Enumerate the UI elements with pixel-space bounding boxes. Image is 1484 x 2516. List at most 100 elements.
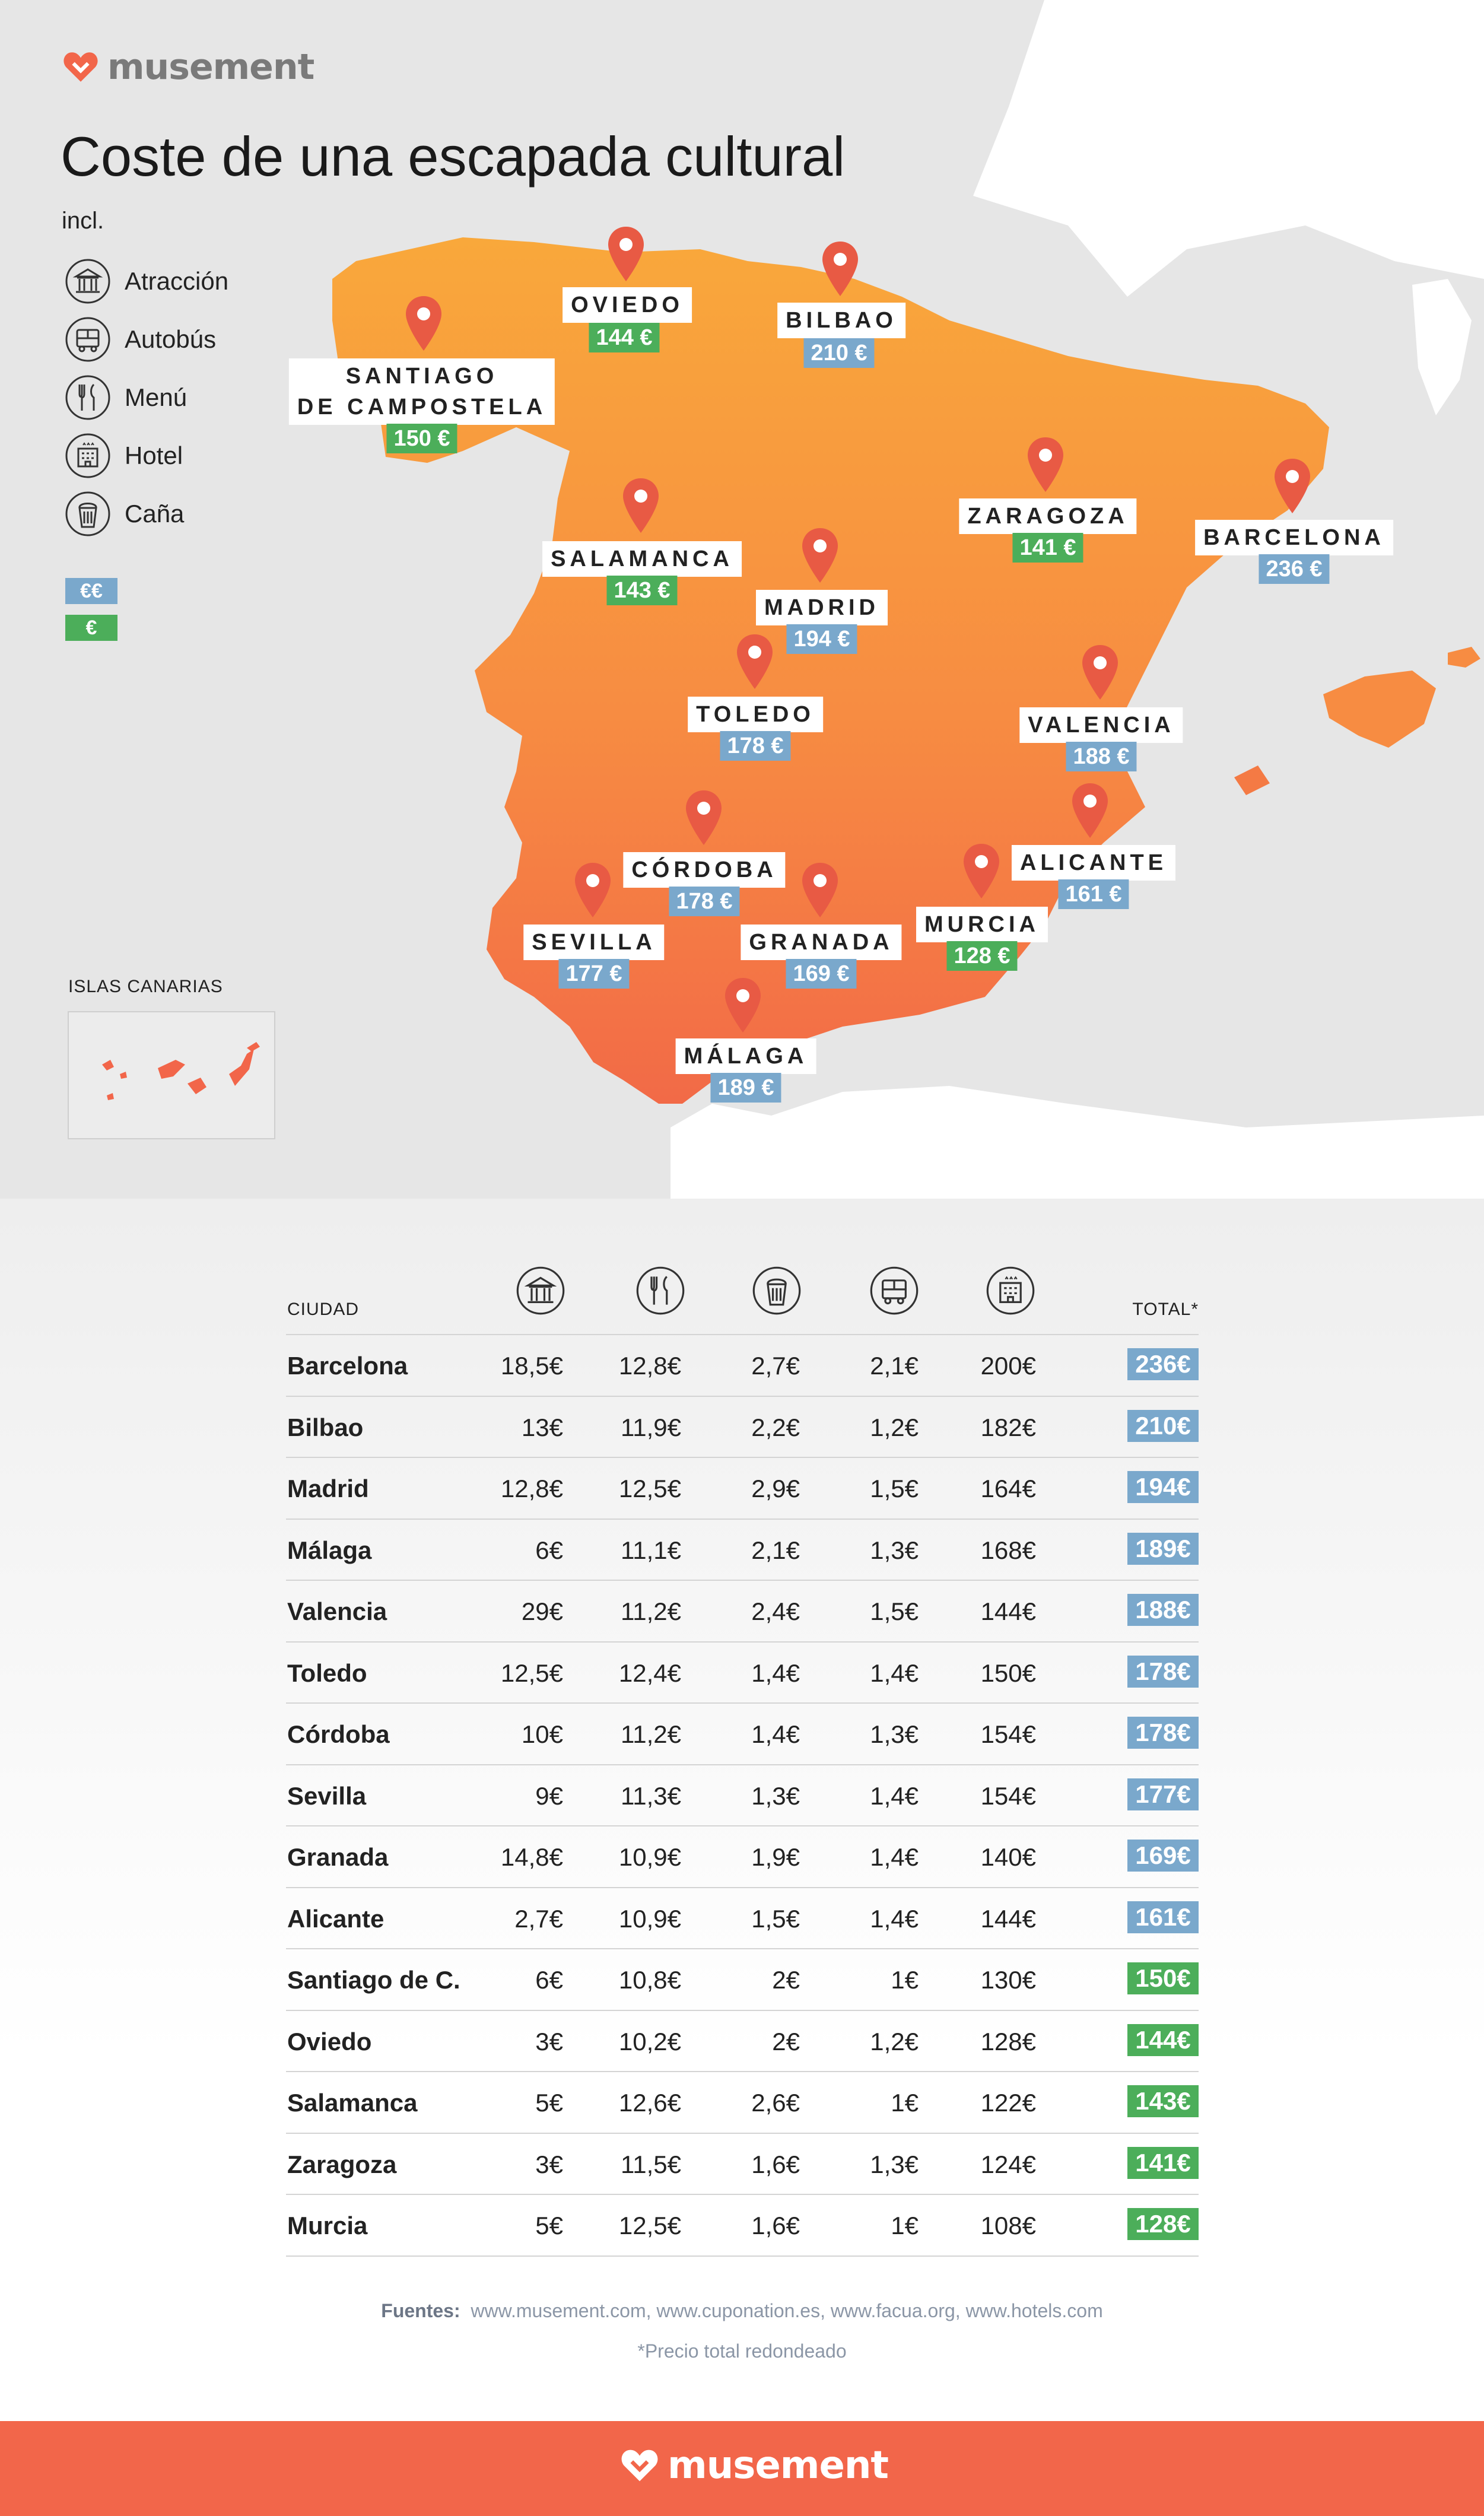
cell-cana: 1,6€ <box>751 2212 800 2239</box>
cell-autobus: 1,4€ <box>870 1904 919 1933</box>
cell-total: 188€ <box>1127 1594 1199 1626</box>
incl-label: incl. <box>62 208 104 234</box>
city-price-alicante: 161 € <box>1058 879 1129 909</box>
cell-atraccion: 6€ <box>535 1536 563 1564</box>
city-price-salamanca: 143 € <box>606 576 678 605</box>
city-label-oviedo: OVIEDO <box>563 287 692 323</box>
table-body: Barcelona 18,5€ 12,8€ 2,7€ 2,1€ 200€ 236€ Bilba… <box>286 1335 1199 2257</box>
musement-footer-logo: musement <box>620 2444 889 2488</box>
cell-autobus: 1,5€ <box>870 1475 919 1502</box>
cell-cana: 2,6€ <box>751 2089 800 2117</box>
cell-hotel: 182€ <box>980 1413 1036 1441</box>
cell-total: 178€ <box>1127 1717 1199 1749</box>
heart-logo-icon <box>621 2450 658 2482</box>
city-label-valencia: VALENCIA <box>1019 707 1183 743</box>
cell-city: Alicante <box>287 1904 384 1933</box>
city-price-murcia: 128 € <box>946 941 1018 971</box>
table-row: Barcelona 18,5€ 12,8€ 2,7€ 2,1€ 200€ 236€ <box>286 1335 1199 1397</box>
cell-city: Santiago de C. <box>287 1966 460 1994</box>
cell-cana: 2,1€ <box>751 1536 800 1564</box>
table-row: Bilbao 13€ 11,9€ 2,2€ 1,2€ 182€ 210€ <box>286 1397 1199 1458</box>
cell-autobus: 1€ <box>891 2089 919 2117</box>
cell-menu: 10,2€ <box>618 2027 681 2056</box>
legend-label: Atracción <box>125 267 229 295</box>
cell-autobus: 1,3€ <box>870 2150 919 2178</box>
cell-menu: 10,9€ <box>618 1904 681 1933</box>
cell-cana: 2,7€ <box>751 1352 800 1380</box>
map-pin-icon <box>406 296 441 351</box>
table-section <box>0 1199 1484 2421</box>
cell-cana: 2€ <box>772 2027 800 2056</box>
table-row: Salamanca 5€ 12,6€ 2,6€ 1€ 122€ 143€ <box>286 2072 1199 2134</box>
map-pin-icon <box>822 242 858 296</box>
sources-text: www.musement.com, www.cuponation.es, www… <box>471 2300 1103 2321</box>
cell-autobus: 1,3€ <box>870 1720 919 1748</box>
cell-hotel: 154€ <box>980 1720 1036 1748</box>
legend-label: Caña <box>125 500 185 528</box>
cell-menu: 12,8€ <box>618 1352 681 1380</box>
cell-atraccion: 9€ <box>535 1781 563 1810</box>
museum-icon <box>65 259 110 304</box>
map-pin-icon <box>725 978 761 1033</box>
atlantic-land <box>0 214 332 279</box>
table-row: Granada 14,8€ 10,9€ 1,9€ 1,4€ 140€ 169€ <box>286 1826 1199 1888</box>
logo-text: musement <box>107 46 314 88</box>
cell-autobus: 1,4€ <box>870 1659 919 1687</box>
table-row: Sevilla 9€ 11,3€ 1,3€ 1,4€ 154€ 177€ <box>286 1765 1199 1826</box>
cell-total: 189€ <box>1127 1532 1199 1565</box>
legend-label: Menú <box>125 383 188 411</box>
cell-atraccion: 18,5€ <box>500 1352 563 1380</box>
city-label-toledo: TOLEDO <box>688 697 823 732</box>
cell-atraccion: 14,8€ <box>500 1843 563 1871</box>
price-key-expensive: €€ <box>65 578 117 604</box>
cell-total: 161€ <box>1127 1901 1199 1933</box>
cell-hotel: 122€ <box>980 2089 1036 2117</box>
city-label-sevilla: SEVILLA <box>523 925 665 960</box>
cell-atraccion: 3€ <box>535 2027 563 2056</box>
cell-city: Zaragoza <box>287 2150 397 2178</box>
cell-city: Murcia <box>287 2212 368 2239</box>
table-row: Madrid 12,8€ 12,5€ 2,9€ 1,5€ 164€ 194€ <box>286 1458 1199 1520</box>
map-pin-icon <box>623 478 659 533</box>
table-row: Murcia 5€ 12,5€ 1,6€ 1€ 108€ 128€ <box>286 2195 1199 2257</box>
cell-cana: 2,2€ <box>751 1413 800 1441</box>
cell-hotel: 130€ <box>980 1966 1036 1994</box>
city-label-santiago: SANTIAGO DE CAMPOSTELA <box>288 358 555 425</box>
cell-atraccion: 6€ <box>535 1966 563 1994</box>
cell-menu: 11,5€ <box>621 2150 681 2178</box>
cell-city: Granada <box>287 1843 389 1871</box>
map-pin-icon <box>1082 645 1118 700</box>
cell-city: Bilbao <box>287 1413 364 1441</box>
cell-autobus: 1,5€ <box>870 1597 919 1625</box>
city-label-madrid: MADRID <box>756 590 888 625</box>
cell-menu: 12,5€ <box>618 1475 681 1502</box>
map-pin-icon <box>737 634 773 689</box>
cell-total: 169€ <box>1127 1840 1199 1872</box>
cell-hotel: 144€ <box>980 1597 1036 1625</box>
beer-icon <box>65 491 110 536</box>
cell-atraccion: 10€ <box>521 1720 563 1748</box>
legend-item-atraccion: Atracción <box>64 256 228 306</box>
city-price-oviedo: 144 € <box>589 323 660 352</box>
city-price-malaga: 189 € <box>710 1073 781 1103</box>
cell-menu: 12,6€ <box>618 2089 681 2117</box>
city-label-salamanca: SALAMANCA <box>542 541 742 577</box>
map-pin-icon <box>802 528 838 583</box>
cell-city: Barcelona <box>287 1352 408 1380</box>
ibiza-island <box>1234 765 1270 795</box>
cell-cana: 2€ <box>772 1966 800 1994</box>
header-city: CIUDAD <box>287 1300 360 1319</box>
sources-line: Fuentes: www.musement.com, www.cuponatio… <box>0 2300 1484 2322</box>
cell-total: 178€ <box>1127 1655 1199 1688</box>
legend-item-autobus: Autobús <box>64 314 216 364</box>
cell-hotel: 168€ <box>980 1536 1036 1564</box>
cell-autobus: 2,1€ <box>870 1352 919 1380</box>
sources-label: Fuentes: <box>381 2300 460 2321</box>
map-pin-icon <box>686 790 722 845</box>
legend-label: Autobús <box>125 325 217 353</box>
cell-hotel: 140€ <box>980 1843 1036 1871</box>
cell-cana: 1,6€ <box>751 2150 800 2178</box>
cell-cana: 2,9€ <box>751 1475 800 1502</box>
footer-bar <box>0 2421 1484 2516</box>
cell-total: 236€ <box>1127 1348 1199 1380</box>
